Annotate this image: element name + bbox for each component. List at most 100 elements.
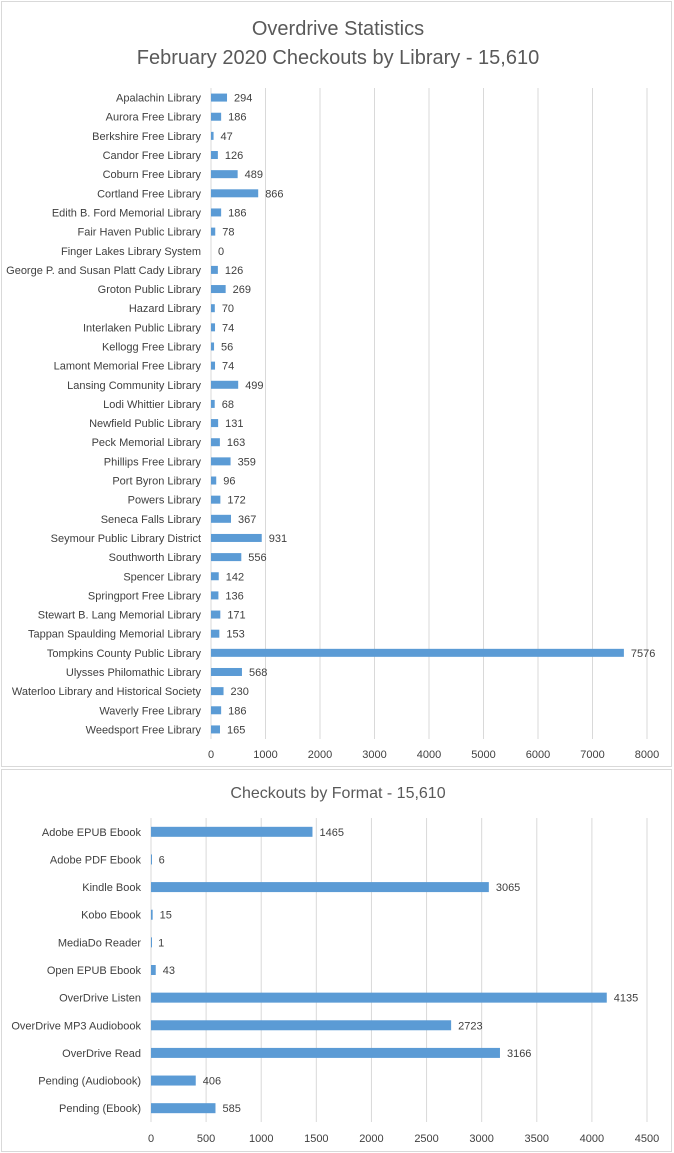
category-label: Lodi Whittier Library (103, 399, 201, 411)
category-label: Phillips Free Library (104, 456, 202, 468)
data-label: 153 (226, 629, 244, 641)
category-label: Lamont Memorial Free Library (54, 361, 202, 373)
category-label: Waterloo Library and Historical Society (12, 686, 202, 698)
bar (151, 937, 152, 948)
bar (151, 1020, 452, 1031)
category-label: Kindle Book (82, 882, 141, 894)
bar (211, 304, 215, 313)
bar (211, 170, 238, 179)
category-label: Hazard Library (129, 303, 202, 315)
bar (151, 992, 607, 1003)
bar (211, 151, 218, 160)
data-label: 70 (222, 303, 234, 315)
category-label: Coburn Free Library (103, 169, 202, 181)
category-label: Peck Memorial Library (92, 437, 202, 449)
bar (211, 667, 242, 676)
bar (211, 323, 216, 332)
x-tick-label: 5000 (471, 749, 495, 761)
bar (211, 610, 221, 619)
bar (211, 725, 220, 734)
bar (211, 648, 624, 657)
data-label: 131 (225, 418, 243, 430)
category-label: Finger Lakes Library System (61, 246, 201, 258)
category-label: OverDrive Listen (59, 993, 141, 1005)
x-tick-label: 2500 (414, 1133, 438, 1145)
data-label: 489 (245, 169, 263, 181)
category-label: Spencer Library (123, 571, 201, 583)
category-label: Kobo Ebook (81, 910, 141, 922)
x-tick-label: 500 (197, 1133, 215, 1145)
data-label: 269 (233, 284, 251, 296)
category-label: Southworth Library (109, 552, 202, 564)
category-label: Seneca Falls Library (101, 514, 202, 526)
category-label: Newfield Public Library (89, 418, 201, 430)
category-label: Port Byron Library (112, 476, 201, 488)
data-label: 74 (222, 361, 234, 373)
x-tick-label: 4000 (417, 749, 441, 761)
category-label: Weedsport Free Library (86, 724, 202, 736)
x-tick-label: 7000 (580, 749, 604, 761)
bar (211, 533, 262, 542)
category-label: OverDrive Read (62, 1048, 141, 1060)
bar (151, 1075, 196, 1086)
data-label: 78 (222, 227, 234, 239)
library-checkouts-chart: Overdrive Statistics February 2020 Checko… (6, 18, 659, 761)
x-tick-label: 1000 (249, 1133, 273, 1145)
category-label: Berkshire Free Library (92, 131, 201, 143)
bar (211, 112, 222, 121)
bar (211, 476, 217, 485)
x-tick-label: 1500 (304, 1133, 328, 1145)
category-label: Ulysses Philomathic Library (66, 667, 202, 679)
data-label: 866 (265, 188, 283, 200)
bar (211, 495, 221, 504)
chart-title: Overdrive Statistics (252, 18, 424, 40)
bar (211, 591, 219, 600)
category-label: Tappan Spaulding Memorial Library (28, 629, 202, 641)
data-label: 96 (223, 476, 235, 488)
category-label: Adobe EPUB Ebook (42, 827, 142, 839)
category-label: Springport Free Library (88, 590, 202, 602)
category-label: Adobe PDF Ebook (50, 854, 142, 866)
bar (211, 572, 219, 581)
data-label: 43 (163, 965, 175, 977)
data-label: 1465 (319, 827, 343, 839)
category-label: MediaDo Reader (58, 937, 141, 949)
category-label: Groton Public Library (98, 284, 202, 296)
bar (211, 399, 215, 408)
chart-title: Checkouts by Format - 15,610 (230, 785, 445, 802)
data-label: 3166 (507, 1048, 531, 1060)
data-label: 186 (228, 207, 246, 219)
category-label: Edith B. Ford Memorial Library (52, 207, 202, 219)
data-label: 172 (227, 495, 245, 507)
x-tick-label: 3500 (525, 1133, 549, 1145)
x-tick-label: 0 (148, 1133, 154, 1145)
data-label: 56 (221, 341, 233, 353)
x-tick-label: 0 (208, 749, 214, 761)
x-tick-label: 3000 (362, 749, 386, 761)
data-label: 585 (222, 1103, 240, 1115)
x-tick-label: 8000 (635, 749, 659, 761)
bar (211, 265, 218, 274)
bar (151, 1047, 500, 1058)
format-chart-panel: Checkouts by Format - 15,610 0 500 1000 1500… (1, 769, 672, 1152)
data-label: 6 (159, 854, 165, 866)
x-tick-label: 4000 (580, 1133, 604, 1145)
x-tick-label: 2000 (308, 749, 332, 761)
category-label: Apalachin Library (116, 93, 201, 105)
bar (211, 457, 231, 466)
data-label: 3065 (496, 882, 520, 894)
bar (211, 285, 226, 294)
data-label: 556 (248, 552, 266, 564)
category-label: OverDrive MP3 Audiobook (11, 1020, 141, 1032)
bar (211, 629, 220, 638)
data-label: 230 (231, 686, 249, 698)
data-label: 1 (158, 937, 164, 949)
category-label: Interlaken Public Library (83, 322, 202, 334)
data-label: 931 (269, 533, 287, 545)
bar (211, 131, 214, 140)
data-label: 294 (234, 93, 252, 105)
data-label: 68 (222, 399, 234, 411)
bar (211, 342, 215, 351)
bar (151, 882, 489, 893)
data-label: 0 (218, 246, 224, 258)
